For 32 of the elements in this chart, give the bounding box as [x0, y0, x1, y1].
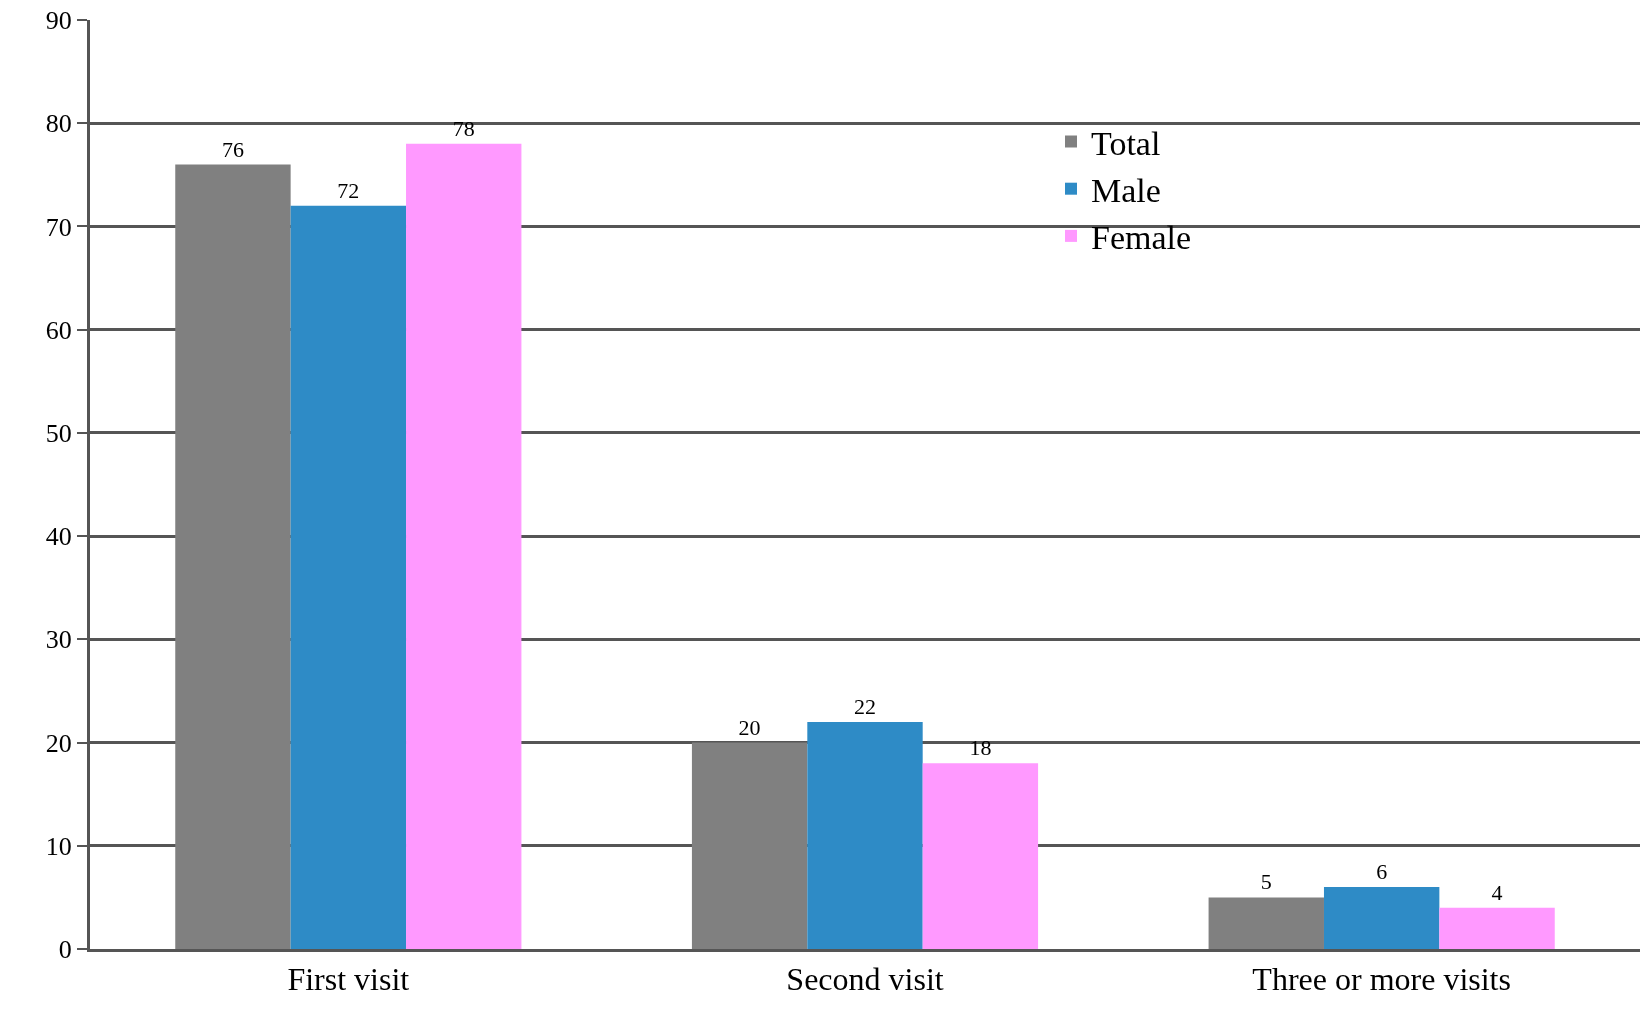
data-label: 72: [337, 177, 360, 203]
bar: [922, 763, 1039, 949]
data-label: 22: [854, 693, 876, 719]
x-tick-label: First visit: [287, 961, 410, 998]
data-label: 4: [1491, 879, 1503, 905]
data-label: 5: [1260, 869, 1272, 895]
legend-label: Male: [1091, 171, 1161, 209]
bar: [1439, 907, 1555, 949]
y-tick-label: 30: [45, 625, 72, 655]
bar: [175, 164, 291, 949]
bar: [691, 742, 808, 949]
y-tick-label: 10: [45, 831, 72, 861]
y-tick-label: 80: [45, 109, 72, 139]
bar: [290, 205, 407, 949]
bar: [1323, 887, 1440, 949]
y-tick-label: 50: [45, 418, 72, 448]
x-tick-label: Second visit: [786, 961, 944, 998]
y-tick-label: 20: [45, 728, 72, 758]
y-tick-label: 40: [45, 522, 72, 552]
bar: [807, 721, 923, 949]
data-label: 6: [1376, 859, 1388, 885]
data-label: 20: [738, 714, 761, 740]
y-tick-label: 60: [45, 315, 72, 345]
bar: [1208, 897, 1324, 949]
bar: [406, 143, 522, 949]
data-label: 76: [221, 136, 244, 162]
x-tick-label: Three or more visits: [1252, 961, 1511, 998]
legend-label: Female: [1091, 219, 1192, 257]
y-tick-label: 0: [58, 935, 72, 965]
legend-label: Total: [1091, 124, 1161, 162]
y-tick-label: 70: [45, 212, 72, 242]
y-tick-label: 90: [45, 6, 72, 36]
